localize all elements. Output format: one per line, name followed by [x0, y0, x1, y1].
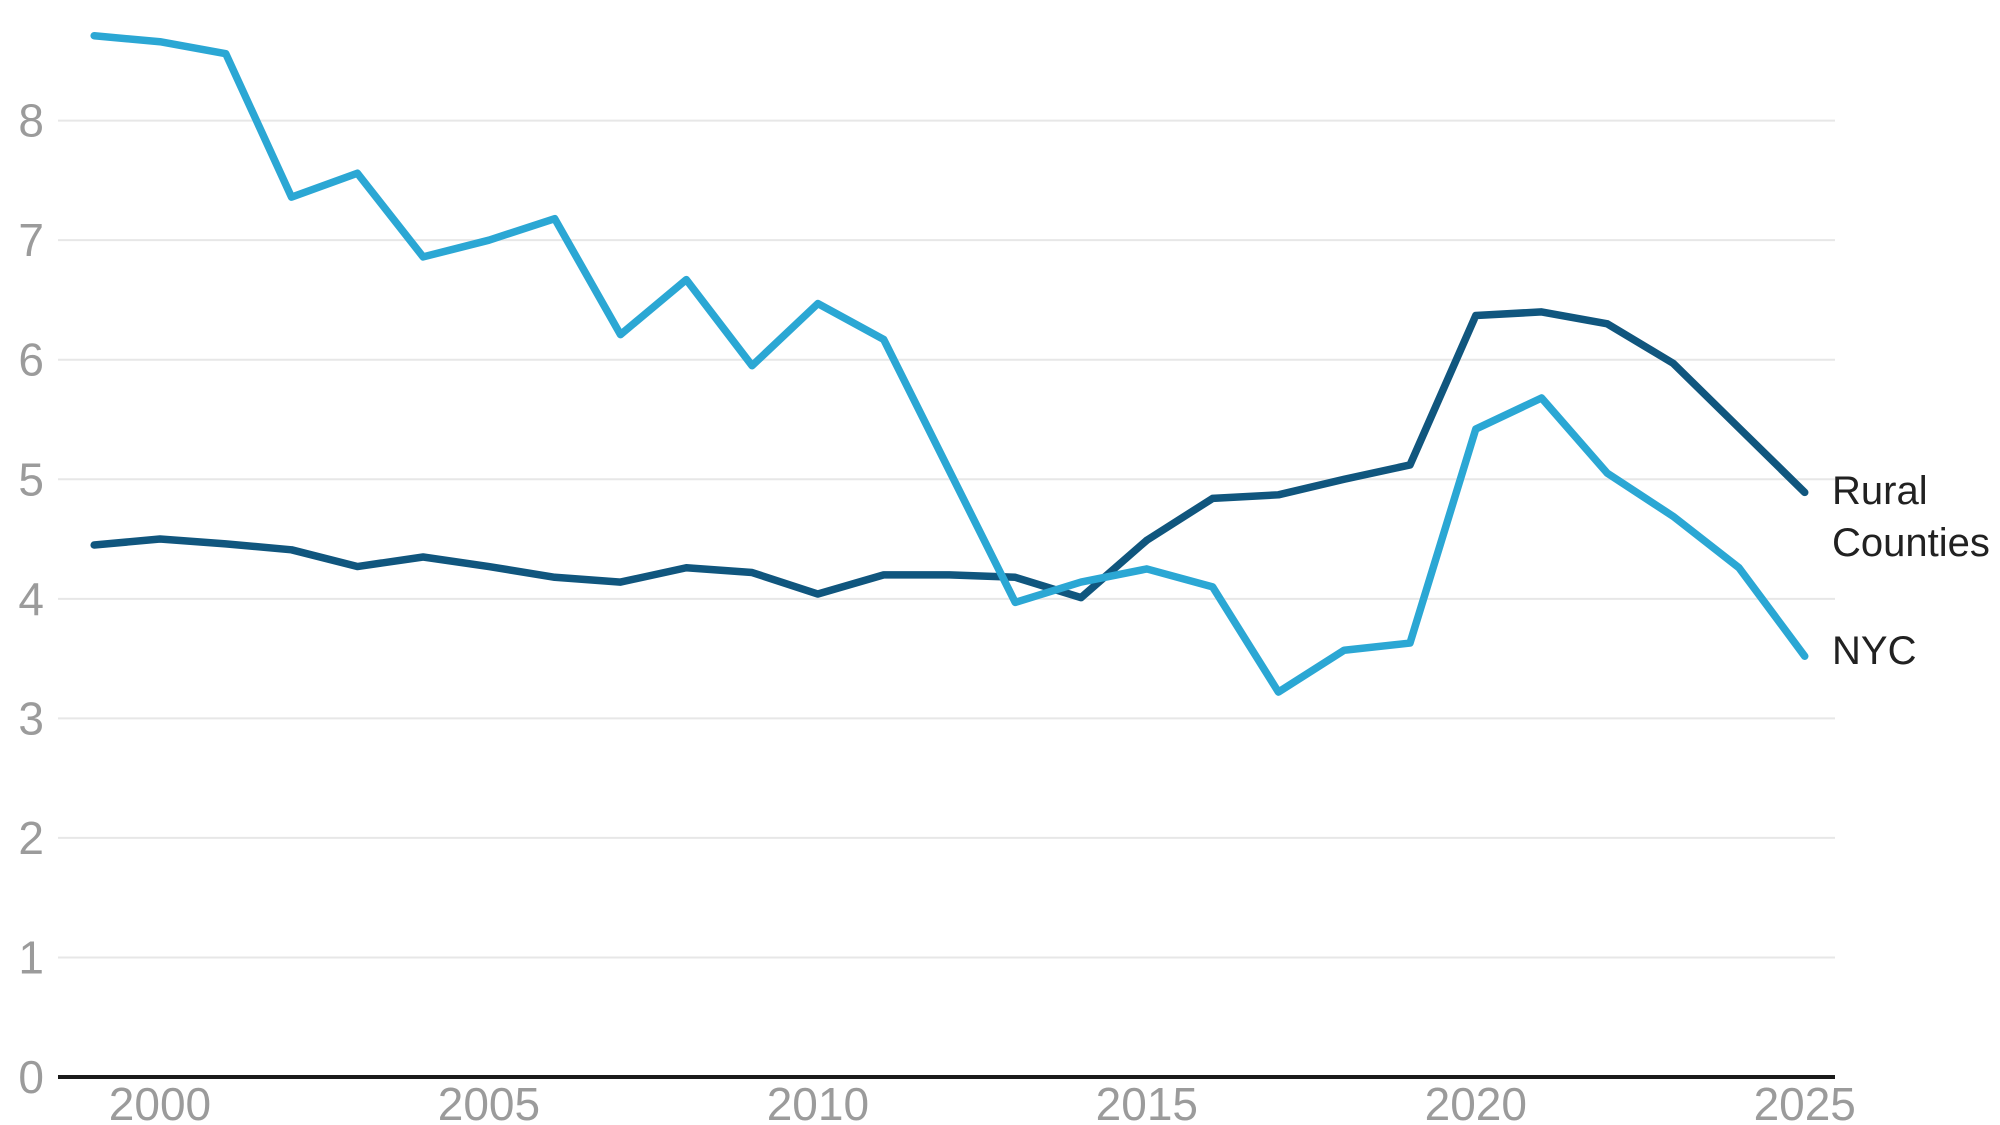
- y-axis-labels: 0 1 2 3 4 5 6 7 8: [18, 95, 44, 1103]
- series-label-nyc: NYC: [1832, 629, 1916, 673]
- series-lines: [90, 32, 1809, 696]
- x-tick-label-2010: 2010: [767, 1078, 869, 1125]
- y-tick-label-5: 5: [18, 453, 44, 505]
- y-tick-label-2: 2: [18, 812, 44, 864]
- y-tick-label-8: 8: [18, 95, 44, 147]
- x-tick-label-2005: 2005: [438, 1078, 540, 1125]
- y-tick-label-6: 6: [18, 334, 44, 386]
- series-line-rural-counties: [90, 308, 1809, 602]
- series-label-rural-line1: Rural: [1832, 469, 1928, 513]
- series-label-rural-counties: Rural Counties: [1832, 469, 1990, 565]
- y-tick-label-7: 7: [18, 214, 44, 266]
- series-line-nyc: [90, 32, 1809, 696]
- y-tick-label-0: 0: [18, 1051, 44, 1103]
- y-tick-label-1: 1: [18, 931, 44, 983]
- y-tick-label-3: 3: [18, 692, 44, 744]
- x-tick-label-2015: 2015: [1096, 1078, 1198, 1125]
- x-axis-labels: 2000 2005 2010 2015 2020 2025: [109, 1078, 1856, 1125]
- x-tick-label-2000: 2000: [109, 1078, 211, 1125]
- series-label-rural-line2: Counties: [1832, 521, 1990, 565]
- x-tick-label-2020: 2020: [1425, 1078, 1527, 1125]
- y-tick-label-4: 4: [18, 573, 44, 625]
- gridlines: [58, 119, 1835, 959]
- x-tick-label-2025: 2025: [1754, 1078, 1856, 1125]
